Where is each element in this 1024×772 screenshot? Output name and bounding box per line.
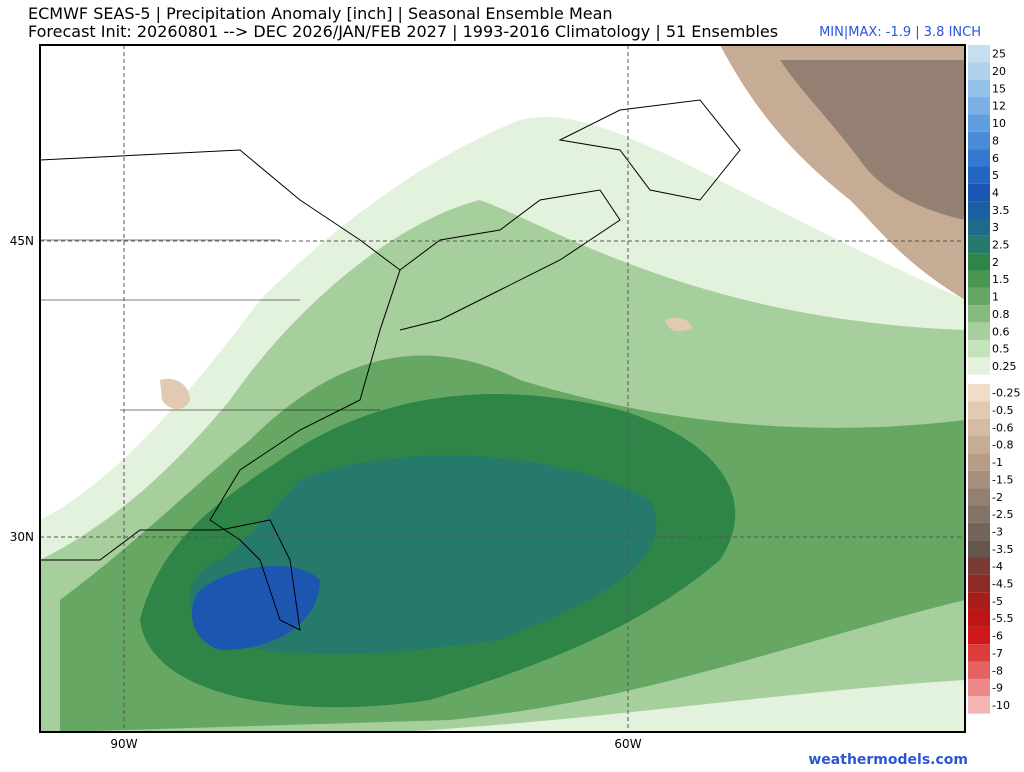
colorbar-label: 1 bbox=[992, 291, 999, 304]
colorbar-label: 0.5 bbox=[992, 343, 1010, 356]
colorbar-label: 8 bbox=[992, 134, 999, 147]
colorbar-swatch bbox=[968, 384, 990, 402]
colorbar-swatch bbox=[968, 470, 990, 489]
colorbar-swatch bbox=[968, 97, 990, 115]
colorbar-label: -1.5 bbox=[992, 473, 1013, 486]
colorbar-swatch bbox=[968, 287, 990, 306]
colorbar-label: 15 bbox=[992, 82, 1006, 95]
colorbar-label: -0.6 bbox=[992, 421, 1013, 434]
colorbar-swatch bbox=[968, 488, 990, 506]
colorbar-label: 25 bbox=[992, 48, 1006, 61]
colorbar-label: -2.5 bbox=[992, 508, 1013, 521]
colorbar-label: -4.5 bbox=[992, 578, 1013, 591]
colorbar-swatch bbox=[968, 131, 990, 150]
colorbar-swatch bbox=[968, 609, 990, 627]
colorbar-label: -4 bbox=[992, 560, 1003, 573]
lat-label: 30N bbox=[10, 530, 34, 544]
colorbar-label: -8 bbox=[992, 664, 1003, 677]
colorbar-label: 1.5 bbox=[992, 273, 1010, 286]
credit: weathermodels.com bbox=[808, 752, 968, 768]
colorbar-label: -5.5 bbox=[992, 612, 1013, 625]
colorbar-swatch bbox=[968, 62, 990, 80]
colorbar-swatch bbox=[968, 270, 990, 288]
colorbar-label: 3 bbox=[992, 221, 999, 234]
colorbar-label: 4 bbox=[992, 186, 999, 199]
colorbar-label: 6 bbox=[992, 152, 999, 165]
colorbar-swatch bbox=[968, 357, 990, 375]
colorbar-swatch bbox=[968, 436, 990, 454]
colorbar-swatch bbox=[968, 253, 990, 271]
colorbar-swatch bbox=[968, 218, 990, 236]
colorbar-swatch bbox=[968, 505, 990, 523]
colorbar-label: 3.5 bbox=[992, 204, 1010, 217]
colorbar-label: 0.6 bbox=[992, 325, 1010, 338]
colorbar-swatch bbox=[968, 305, 990, 323]
colorbar-label: -10 bbox=[992, 699, 1010, 712]
colorbar-label: 5 bbox=[992, 169, 999, 182]
colorbar-swatch bbox=[968, 678, 990, 697]
colorbar-swatch bbox=[968, 149, 990, 167]
colorbar-swatch bbox=[968, 418, 990, 437]
colorbar-swatch bbox=[968, 696, 990, 714]
colorbar-label: 10 bbox=[992, 117, 1006, 130]
title: ECMWF SEAS-5 | Precipitation Anomaly [in… bbox=[28, 4, 613, 23]
colorbar-swatch bbox=[968, 201, 990, 219]
colorbar-label: -0.25 bbox=[992, 387, 1020, 400]
colorbar-swatch bbox=[968, 235, 990, 254]
min-max: MIN|MAX: -1.9 | 3.8 INCH bbox=[819, 25, 981, 40]
colorbar-label: -9 bbox=[992, 682, 1003, 695]
colorbar-label: -3 bbox=[992, 525, 1003, 538]
colorbar-label: 0.25 bbox=[992, 360, 1017, 373]
colorbar-label: -5 bbox=[992, 595, 1003, 608]
colorbar-label: -0.5 bbox=[992, 404, 1013, 417]
colorbar-swatch bbox=[968, 401, 990, 419]
colorbar-swatch bbox=[968, 183, 990, 202]
colorbar-swatch bbox=[968, 322, 990, 340]
lon-label: 90W bbox=[110, 737, 137, 751]
colorbar-swatch bbox=[968, 79, 990, 98]
colorbar-swatch bbox=[968, 114, 990, 132]
lat-label: 45N bbox=[10, 234, 34, 248]
colorbar-label: -0.8 bbox=[992, 439, 1013, 452]
colorbar-label: -6 bbox=[992, 630, 1003, 643]
colorbar-label: -2 bbox=[992, 491, 1003, 504]
colorbar-swatch bbox=[968, 626, 990, 645]
colorbar-label: 2.5 bbox=[992, 239, 1010, 252]
colorbar-label: -1 bbox=[992, 456, 1003, 469]
colorbar-swatch bbox=[968, 166, 990, 184]
colorbar-swatch bbox=[968, 644, 990, 662]
colorbar-label: 2 bbox=[992, 256, 999, 269]
colorbar-swatch bbox=[968, 592, 990, 610]
colorbar-label: -7 bbox=[992, 647, 1003, 660]
colorbar-swatch bbox=[968, 453, 990, 471]
colorbar-swatch bbox=[968, 557, 990, 575]
colorbar-swatch bbox=[968, 339, 990, 358]
lon-label: 60W bbox=[614, 737, 641, 751]
colorbar-swatch bbox=[968, 574, 990, 593]
colorbar-label: 20 bbox=[992, 65, 1006, 78]
subtitle: Forecast Init: 20260801 --> DEC 2026/JAN… bbox=[28, 22, 778, 41]
colorbar-swatch bbox=[968, 540, 990, 558]
map bbox=[39, 44, 966, 733]
colorbar-label: -3.5 bbox=[992, 543, 1013, 556]
colorbar-label: 0.8 bbox=[992, 308, 1010, 321]
colorbar-label: 12 bbox=[992, 100, 1006, 113]
colorbar-swatch bbox=[968, 522, 990, 541]
colorbar-swatch bbox=[968, 661, 990, 679]
colorbar-swatch bbox=[968, 45, 990, 63]
